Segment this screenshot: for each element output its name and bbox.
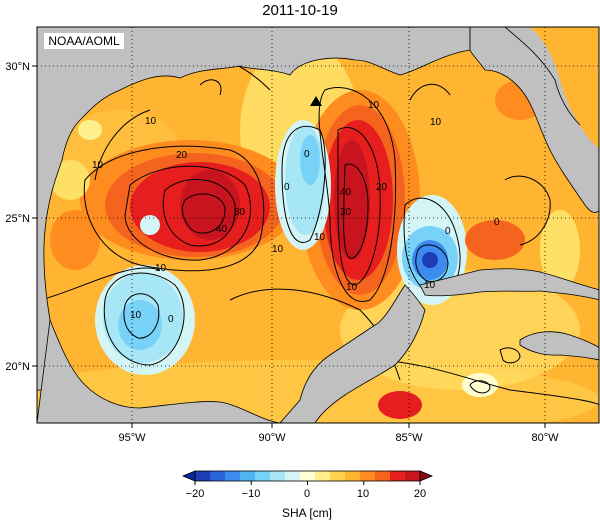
- contour-label: 10: [424, 280, 436, 291]
- colorbar-swatch: [240, 471, 256, 481]
- contour-label: 10: [92, 160, 104, 171]
- colorbar-swatch: [375, 471, 391, 481]
- colorbar-ticks: −20 −10 0 10 20: [186, 488, 426, 500]
- contour-label: 10: [314, 232, 326, 243]
- colorbar-swatch: [210, 471, 226, 481]
- map-frame: [36, 26, 600, 424]
- contour-label: 0: [445, 226, 451, 237]
- lon-tick-label: 85°W: [395, 432, 423, 444]
- lat-tick-label: 20°N: [5, 361, 30, 373]
- colorbar-swatch: [255, 471, 271, 481]
- contour-label: 10: [368, 100, 380, 111]
- map-title: 2011-10-19: [262, 2, 338, 19]
- colorbar-swatch: [285, 471, 301, 481]
- contour-label: 20: [176, 150, 188, 161]
- map-plot-area: 10 10 10 10 20 30 40 0 0 10 40 30 20 10 …: [37, 27, 599, 423]
- lon-tick-label: 90°W: [258, 432, 286, 444]
- station-triangle-marker: [310, 96, 322, 106]
- lon-tick-label: 80°W: [531, 432, 559, 444]
- colorbar-tick-label: −10: [242, 488, 261, 500]
- colorbar-tick-label: 20: [414, 488, 426, 500]
- colorbar-tick-label: 0: [304, 488, 310, 500]
- lat-tick-label: 25°N: [5, 213, 30, 225]
- lon-tick-label: 95°W: [118, 432, 146, 444]
- contour-label: 30: [340, 207, 352, 218]
- colorbar-swatch: [315, 471, 331, 481]
- colorbar-swatch: [300, 471, 316, 481]
- colorbar-tick-label: −20: [186, 488, 205, 500]
- axis-ticks: [32, 65, 546, 428]
- colorbar-swatch: [405, 471, 421, 481]
- contour-label: 40: [340, 187, 352, 198]
- contour-label: 0: [284, 182, 290, 193]
- colorbar-swatch: [345, 471, 361, 481]
- land: [37, 27, 599, 423]
- contour-label: 0: [168, 314, 174, 325]
- contour-label: 10: [130, 310, 142, 321]
- colorbar-max-arrow: [419, 470, 434, 482]
- contour-label: 10: [430, 117, 442, 128]
- colorbar-swatch: [390, 471, 406, 481]
- colorbar-label: SHA [cm]: [282, 506, 332, 520]
- colorbar-min-arrow: [181, 470, 196, 482]
- credit-label: NOAA/AOML: [48, 34, 120, 48]
- colorbar-swatch: [330, 471, 346, 481]
- contour-label: 40: [216, 224, 228, 235]
- contour-label: 10: [155, 263, 167, 274]
- colorbar-tick-label: 10: [357, 488, 369, 500]
- contour-label: 10: [145, 116, 157, 127]
- colorbar: [181, 470, 434, 485]
- contour-label: 0: [304, 149, 310, 160]
- colorbar-swatch: [195, 471, 211, 481]
- contour-label: 30: [234, 207, 246, 218]
- colorbar-swatch: [360, 471, 376, 481]
- axis-labels: 30°N 25°N 20°N 95°W 90°W 85°W 80°W: [5, 61, 559, 444]
- colorbar-swatch: [270, 471, 286, 481]
- contour-label-group: 10 10 10 10 20 30 40 0 0 10 40 30 20 10 …: [92, 100, 500, 325]
- contour-label: 10: [272, 244, 284, 255]
- colorbar-swatch: [225, 471, 241, 481]
- contour-label: 10: [346, 282, 358, 293]
- lat-tick-label: 30°N: [5, 61, 30, 73]
- credit-box: [44, 33, 124, 49]
- contour-label: 20: [376, 182, 388, 193]
- graticule: [37, 27, 599, 423]
- contour-label: 0: [494, 217, 500, 228]
